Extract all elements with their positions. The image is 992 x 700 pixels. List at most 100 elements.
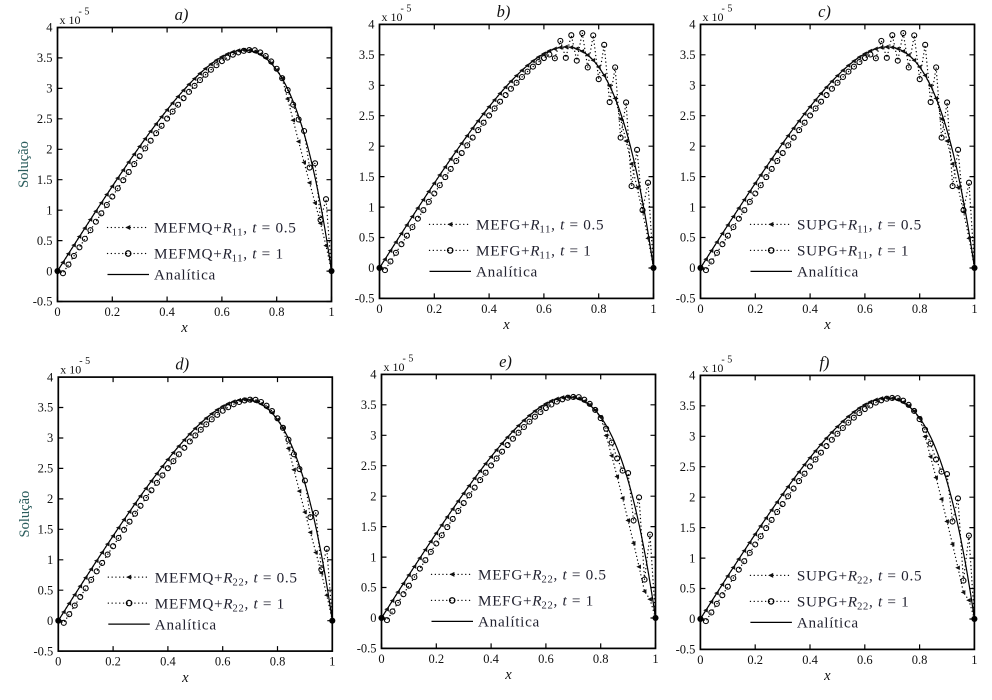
svg-text:e): e) (499, 352, 512, 371)
svg-text:2: 2 (46, 143, 52, 157)
svg-text:x: x (502, 317, 510, 333)
svg-text:1: 1 (368, 200, 374, 214)
svg-text:0.4: 0.4 (802, 653, 818, 667)
svg-text:1: 1 (689, 200, 695, 214)
svg-text:0.2: 0.2 (426, 302, 442, 316)
svg-text:3.5: 3.5 (359, 48, 375, 62)
svg-text:2.5: 2.5 (680, 109, 696, 123)
svg-text:1.5: 1.5 (37, 173, 53, 187)
svg-text:3.5: 3.5 (37, 51, 53, 65)
svg-text:3.5: 3.5 (38, 401, 54, 415)
svg-text:0.6: 0.6 (215, 655, 231, 669)
svg-text:2: 2 (368, 139, 374, 153)
svg-text:x 10: x 10 (703, 10, 724, 24)
svg-text:0.4: 0.4 (481, 302, 497, 316)
svg-text:- 5: - 5 (722, 3, 733, 14)
svg-text:0.6: 0.6 (857, 302, 873, 316)
svg-text:3: 3 (689, 79, 695, 93)
svg-text:0.8: 0.8 (912, 653, 928, 667)
svg-text:x: x (180, 320, 188, 336)
svg-text:b): b) (497, 2, 511, 21)
svg-text:-0.5: -0.5 (33, 295, 53, 309)
svg-text:0.2: 0.2 (105, 655, 121, 669)
svg-text:MEFG+R22, t = 1: MEFG+R22, t = 1 (478, 593, 594, 612)
svg-text:SUPG+R11, t = 0.5: SUPG+R11, t = 0.5 (797, 217, 922, 236)
svg-text:0.4: 0.4 (159, 305, 175, 319)
svg-text:-0.5: -0.5 (676, 643, 696, 657)
svg-text:1: 1 (46, 203, 52, 217)
svg-text:0.5: 0.5 (38, 583, 54, 597)
svg-text:1: 1 (971, 653, 977, 667)
svg-text:0: 0 (54, 305, 60, 319)
svg-text:3: 3 (46, 82, 52, 96)
svg-text:0: 0 (378, 652, 384, 666)
svg-text:- 5: - 5 (721, 354, 732, 365)
svg-text:0.6: 0.6 (538, 652, 554, 666)
svg-text:1: 1 (650, 302, 656, 316)
svg-text:a): a) (175, 5, 189, 24)
svg-text:1.5: 1.5 (680, 521, 696, 535)
svg-text:x 10: x 10 (702, 361, 723, 375)
svg-text:0.5: 0.5 (680, 231, 696, 245)
svg-text:2: 2 (47, 492, 53, 506)
svg-text:1: 1 (971, 302, 977, 316)
svg-text:3.5: 3.5 (680, 399, 696, 413)
svg-text:Analítica: Analítica (154, 267, 216, 284)
svg-text:- 5: - 5 (401, 3, 412, 14)
svg-text:-0.5: -0.5 (34, 644, 54, 658)
svg-text:0.5: 0.5 (359, 231, 375, 245)
svg-text:MEFG+R11, t = 0.5: MEFG+R11, t = 0.5 (476, 217, 604, 236)
svg-text:0.4: 0.4 (160, 655, 176, 669)
svg-text:2.5: 2.5 (680, 460, 696, 474)
svg-text:Analítica: Analítica (155, 616, 217, 633)
svg-text:3: 3 (370, 429, 376, 443)
svg-text:0: 0 (47, 614, 53, 628)
svg-text:1: 1 (652, 652, 658, 666)
svg-text:0.5: 0.5 (361, 581, 377, 595)
svg-text:0.8: 0.8 (270, 655, 286, 669)
svg-text:MEFMQ+R11, t = 1: MEFMQ+R11, t = 1 (154, 246, 284, 265)
svg-text:-0.5: -0.5 (355, 292, 375, 306)
svg-text:x: x (823, 317, 831, 333)
svg-text:0: 0 (46, 264, 52, 278)
svg-text:2: 2 (370, 489, 376, 503)
svg-text:SUPG+R22, t = 1: SUPG+R22, t = 1 (797, 594, 910, 613)
svg-text:Analítica: Analítica (478, 614, 540, 631)
svg-text:x 10: x 10 (384, 360, 405, 374)
svg-text:x 10: x 10 (60, 363, 81, 377)
svg-text:Analítica: Analítica (476, 264, 538, 281)
svg-text:2.5: 2.5 (359, 109, 375, 123)
svg-text:2: 2 (689, 139, 695, 153)
svg-text:1: 1 (329, 655, 335, 669)
svg-text:MEFG+R22, t = 0.5: MEFG+R22, t = 0.5 (478, 567, 607, 586)
svg-text:d): d) (175, 355, 189, 374)
svg-text:f): f) (819, 353, 829, 372)
svg-text:4: 4 (689, 18, 696, 32)
svg-text:0.5: 0.5 (680, 582, 696, 596)
svg-text:MEFMQ+R22, t = 0.5: MEFMQ+R22, t = 0.5 (155, 569, 298, 588)
svg-text:0.8: 0.8 (593, 652, 609, 666)
svg-text:0: 0 (689, 612, 695, 626)
svg-text:1: 1 (689, 551, 695, 565)
svg-text:Analítica: Analítica (797, 615, 859, 632)
svg-text:Solução: Solução (16, 141, 32, 188)
svg-text:0.6: 0.6 (857, 653, 873, 667)
svg-text:3.5: 3.5 (361, 398, 377, 412)
svg-text:0.6: 0.6 (536, 302, 552, 316)
svg-text:2.5: 2.5 (361, 459, 377, 473)
svg-text:3.5: 3.5 (680, 48, 696, 62)
svg-text:1.5: 1.5 (361, 520, 377, 534)
svg-text:1.5: 1.5 (680, 170, 696, 184)
svg-text:0.4: 0.4 (802, 302, 818, 316)
svg-text:1.5: 1.5 (359, 170, 375, 184)
svg-text:- 5: - 5 (79, 7, 90, 18)
svg-text:0: 0 (376, 302, 382, 316)
svg-text:MEFG+R11, t = 1: MEFG+R11, t = 1 (476, 243, 592, 262)
svg-text:0: 0 (55, 655, 61, 669)
svg-text:SUPG+R11, t = 1: SUPG+R11, t = 1 (797, 243, 909, 262)
svg-text:0.2: 0.2 (428, 652, 444, 666)
svg-text:2: 2 (689, 490, 695, 504)
svg-text:-0.5: -0.5 (357, 642, 377, 656)
svg-text:- 5: - 5 (403, 353, 414, 364)
svg-text:1: 1 (328, 305, 334, 319)
